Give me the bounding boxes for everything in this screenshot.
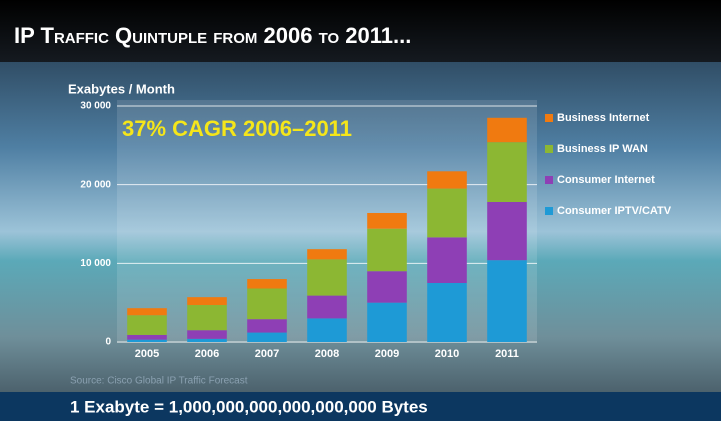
- bar-segment: [307, 296, 347, 319]
- bar-segment: [127, 315, 167, 335]
- y-axis-label: Exabytes / Month: [68, 81, 175, 96]
- bar-segment: [487, 202, 527, 260]
- legend-swatch: [545, 176, 553, 184]
- bar-segment: [307, 318, 347, 342]
- legend-swatch: [545, 114, 553, 122]
- source: Source: Cisco Global IP Traffic Forecast: [70, 376, 248, 387]
- x-tick-label: 2011: [495, 348, 519, 360]
- bar-segment: [427, 283, 467, 342]
- legend-swatch: [545, 145, 553, 153]
- legend-label: Consumer Internet: [557, 174, 655, 186]
- x-tick-label: 2007: [255, 348, 279, 360]
- annotation: 37% CAGR 2006–2011: [122, 116, 352, 141]
- footnote: 1 Exabyte = 1,000,000,000,000,000,000 By…: [70, 397, 428, 416]
- x-tick-label: 2009: [375, 348, 399, 360]
- slide: IP Traffic Quintuple from 2006 to 2011..…: [0, 0, 721, 421]
- y-tick-label: 20 000: [80, 179, 111, 190]
- bar-segment: [187, 305, 227, 330]
- legend-label: Business Internet: [557, 112, 650, 124]
- bar-segment: [307, 259, 347, 295]
- bar-segment: [247, 333, 287, 342]
- legend-label: Consumer IPTV/CATV: [557, 205, 672, 217]
- legend-label: Business IP WAN: [557, 143, 648, 155]
- y-tick-label: 30 000: [80, 101, 111, 112]
- x-tick-label: 2010: [435, 348, 459, 360]
- x-tick-label: 2008: [315, 348, 339, 360]
- x-tick-label: 2005: [135, 348, 159, 360]
- bar-segment: [127, 340, 167, 342]
- bar-segment: [247, 319, 287, 332]
- bar-segment: [427, 189, 467, 238]
- bar-segment: [187, 339, 227, 342]
- bar-segment: [187, 297, 227, 305]
- bar-segment: [127, 308, 167, 315]
- bar-segment: [187, 330, 227, 339]
- bar-segment: [487, 118, 527, 142]
- bar-segment: [427, 237, 467, 283]
- x-tick-label: 2006: [195, 348, 219, 360]
- bar-segment: [367, 303, 407, 342]
- y-tick-label: 10 000: [80, 258, 111, 269]
- legend-swatch: [545, 207, 553, 215]
- bar-segment: [127, 335, 167, 340]
- y-tick-label: 0: [105, 337, 111, 348]
- bar-segment: [367, 229, 407, 271]
- bar-segment: [307, 249, 347, 259]
- bar-segment: [247, 289, 287, 320]
- bar-segment: [487, 260, 527, 342]
- bar-segment: [247, 279, 287, 288]
- bar-segment: [427, 171, 467, 188]
- bar-segment: [367, 271, 407, 302]
- bar-segment: [487, 142, 527, 202]
- slide-title: IP Traffic Quintuple from 2006 to 2011..…: [14, 23, 411, 48]
- bar-segment: [367, 213, 407, 229]
